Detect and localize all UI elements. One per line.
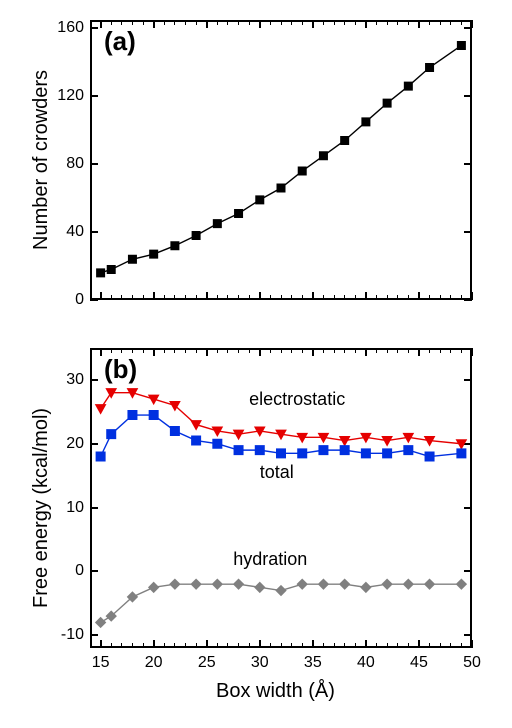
panel_b-hydration-marker <box>340 579 350 589</box>
panel_b-y-tick-label: -10 <box>50 626 84 644</box>
panel_a-crowders-marker <box>341 136 349 144</box>
panel_a-tag: (a) <box>104 26 136 57</box>
panel_b-hydration-marker <box>96 617 106 627</box>
panel_a-crowders-marker <box>277 184 285 192</box>
panel_b-hydration-marker <box>149 582 159 592</box>
panel_b-total-marker <box>277 449 286 458</box>
panel_b-hydration-marker <box>170 579 180 589</box>
panel_a-crowders-marker <box>426 64 434 72</box>
panel_b-xlabel: Box width (Å) <box>216 680 335 703</box>
panel_b-ylabel: Free energy (kcal/mol) <box>30 408 53 608</box>
panel_b-electrostatic-marker <box>234 430 244 439</box>
panel_b-x-tick-label: 25 <box>198 654 216 672</box>
panel_b-hydration-marker <box>191 579 201 589</box>
panel_a-crowders-marker <box>404 82 412 90</box>
panel_a-crowders-marker <box>383 99 391 107</box>
panel_b-x-tick-label: 15 <box>92 654 110 672</box>
panel_b-total-marker <box>361 449 370 458</box>
panel_a-y-tick-label: 160 <box>50 19 84 37</box>
panel_a-crowders-marker <box>150 250 158 258</box>
panel_b-electrostatic-marker <box>340 437 350 446</box>
panel_a-crowders-marker <box>128 255 136 263</box>
panel_a-crowders-marker <box>171 242 179 250</box>
panel_a-svg-layer <box>90 20 472 300</box>
panel_b-hydration-marker <box>276 586 286 596</box>
panel_a-crowders-marker <box>256 196 264 204</box>
panel_b-electrostatic-marker <box>456 440 466 449</box>
panel_b-total-marker <box>319 446 328 455</box>
panel_b-y-tick-label: 20 <box>50 435 84 453</box>
panel_b-total-marker <box>425 452 434 461</box>
panel_b-total-marker <box>298 449 307 458</box>
panel_a-crowders-marker <box>97 269 105 277</box>
panel_a-y-tick-label: 80 <box>50 155 84 173</box>
panel_b-total-marker <box>340 446 349 455</box>
panel_b-electrostatic-marker <box>382 437 392 446</box>
panel_a-crowders-marker <box>457 41 465 49</box>
panel_b-total-marker <box>213 439 222 448</box>
panel_b-hydration-marker <box>255 582 265 592</box>
panel_b-y-tick-label: 0 <box>50 562 84 580</box>
panel_b-total-marker <box>192 436 201 445</box>
panel_a-y-tick-label: 120 <box>50 87 84 105</box>
panel_b-total-marker <box>404 446 413 455</box>
panel_a-y-tick-label: 0 <box>50 291 84 309</box>
panel_b-total-marker <box>107 430 116 439</box>
panel_b-y-tick-label: 10 <box>50 499 84 517</box>
panel_b-total-label: total <box>260 462 294 483</box>
panel_b-hydration-marker <box>297 579 307 589</box>
panel_b-x-tick-label: 40 <box>357 654 375 672</box>
panel_b-hydration-label: hydration <box>233 549 307 570</box>
panel_b-hydration-marker <box>382 579 392 589</box>
panel_b-electrostatic-marker <box>96 405 106 414</box>
panel_a-crowders-marker <box>107 265 115 273</box>
panel_b-y-tick-label: 30 <box>50 371 84 389</box>
panel_a-crowders-marker <box>298 167 306 175</box>
panel_b-electrostatic-label: electrostatic <box>249 389 345 410</box>
panel_b-total-marker <box>170 426 179 435</box>
panel_b-total-marker <box>457 449 466 458</box>
panel_a-crowders-marker <box>362 118 370 126</box>
panel_a-crowders-line <box>101 45 462 272</box>
panel_a-y-tick-label: 40 <box>50 223 84 241</box>
panel_a-crowders-marker <box>235 209 243 217</box>
panel_a-crowders-marker <box>319 152 327 160</box>
panel_b-hydration-marker <box>212 579 222 589</box>
panel_b-x-tick-label: 45 <box>410 654 428 672</box>
panel_a-ylabel: Number of crowders <box>30 70 53 250</box>
panel_b-total-marker <box>234 446 243 455</box>
panel_b-total-marker <box>149 411 158 420</box>
panel_b-total-marker <box>255 446 264 455</box>
panel_b-hydration-marker <box>234 579 244 589</box>
panel_b-total-marker <box>128 411 137 420</box>
panel_a-crowders-marker <box>213 220 221 228</box>
panel_b-total-marker <box>96 452 105 461</box>
panel_b-x-tick-label: 20 <box>145 654 163 672</box>
panel_b-total-marker <box>383 449 392 458</box>
panel_b-hydration-marker <box>456 579 466 589</box>
panel_b-x-tick-label: 50 <box>463 654 481 672</box>
panel_b-hydration-marker <box>361 582 371 592</box>
panel_b-x-tick-label: 35 <box>304 654 322 672</box>
panel_b-x-tick-label: 30 <box>251 654 269 672</box>
panel_b-tag: (b) <box>104 354 137 385</box>
panel_b-hydration-marker <box>425 579 435 589</box>
panel_b-hydration-marker <box>403 579 413 589</box>
panel_a-crowders-marker <box>192 232 200 240</box>
panel_b-hydration-marker <box>318 579 328 589</box>
